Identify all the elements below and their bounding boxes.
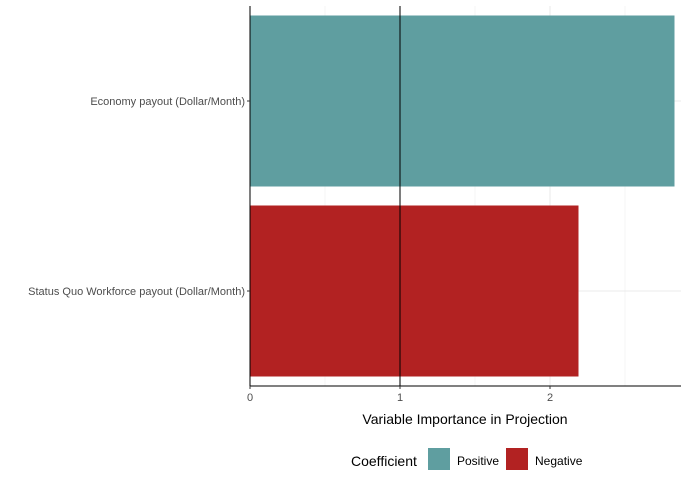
x-tick-label: 2 xyxy=(547,392,553,404)
legend-key-negative xyxy=(506,448,528,470)
bar-negative xyxy=(250,205,579,377)
y-tick-label: Status Quo Workforce payout (Dollar/Mont… xyxy=(28,286,245,298)
legend-label-negative: Negative xyxy=(535,454,583,468)
bars xyxy=(250,15,675,377)
x-tick-label: 1 xyxy=(397,392,403,404)
y-tick-label: Economy payout (Dollar/Month) xyxy=(90,96,245,108)
axes: Economy payout (Dollar/Month) Status Quo … xyxy=(28,6,681,404)
x-axis-title: Variable Importance in Projection xyxy=(362,411,567,427)
x-tick-label: 0 xyxy=(247,392,253,404)
legend-key-positive xyxy=(428,448,450,470)
bar-positive xyxy=(250,15,675,187)
legend-label-positive: Positive xyxy=(457,454,499,468)
legend-title: Coefficient xyxy=(351,453,417,469)
legend: Coefficient Positive Negative xyxy=(351,448,583,470)
